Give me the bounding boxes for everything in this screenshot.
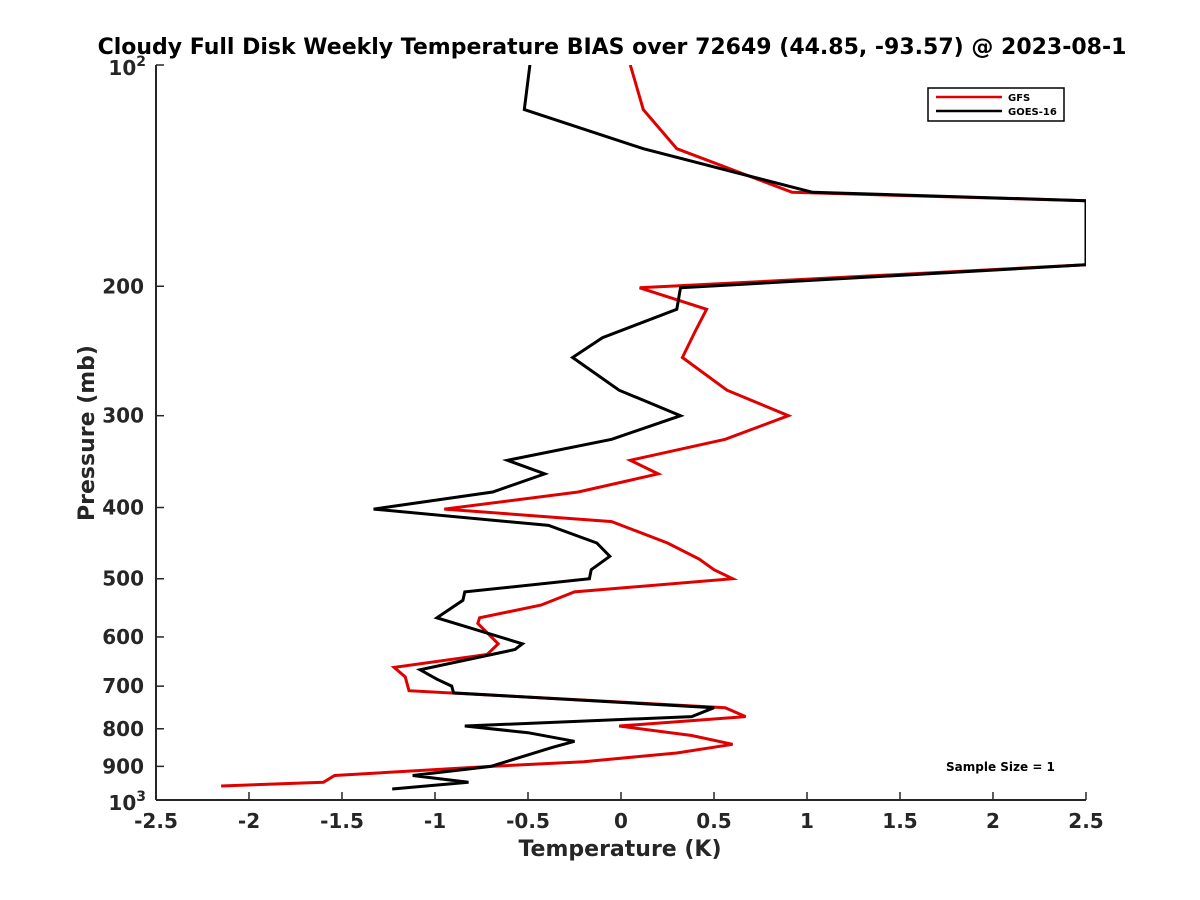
y-axis-label: Pressure (mb): [75, 345, 100, 521]
x-tick-label: 0: [614, 809, 628, 833]
legend-label-goes16: GOES-16: [1008, 107, 1057, 118]
y-tick-label: 700: [102, 674, 144, 698]
plot-background: [156, 65, 1086, 800]
legend-box: [927, 87, 1065, 122]
chart-title: Cloudy Full Disk Weekly Temperature BIAS…: [98, 35, 1127, 60]
x-tick-label: 2: [986, 809, 1000, 833]
x-tick-label: -1.5: [320, 809, 364, 833]
y-tick-label: 400: [102, 496, 144, 520]
y-tick-exponent: 3: [136, 789, 146, 805]
legend-label-gfs: GFS: [1008, 93, 1030, 104]
y-tick-label: 600: [102, 625, 144, 649]
x-axis-ticks: -2.5 -2 -1.5 -1 -0.5 0 0.5 1 1.5 2 2.5: [134, 792, 1104, 833]
y-tick-label: 200: [102, 274, 144, 298]
x-tick-label: -0.5: [506, 809, 550, 833]
x-tick-label: 1.5: [882, 809, 917, 833]
x-tick-label: -2: [238, 809, 260, 833]
y-tick-label-power: 103: [108, 789, 146, 815]
legend: GFS GOES-16: [927, 87, 1065, 122]
sample-size-annotation: Sample Size = 1: [946, 760, 1055, 774]
y-tick-label: 300: [102, 404, 144, 428]
x-axis-label: Temperature (K): [518, 837, 721, 862]
series-line-goes16: [373, 65, 1086, 791]
y-tick-label: 500: [102, 567, 144, 591]
y-tick-label: 800: [102, 717, 144, 741]
x-tick-label: -2.5: [134, 809, 178, 833]
x-tick-label: 1: [800, 809, 814, 833]
y-tick-exponent: 2: [136, 54, 146, 70]
x-tick-label: -1: [424, 809, 446, 833]
y-tick-label: 900: [102, 754, 144, 778]
series-line-gfs: [221, 65, 1086, 788]
series-layer: [221, 65, 1086, 791]
y-tick-label-power: 102: [108, 54, 146, 80]
x-tick-label: 0.5: [696, 809, 731, 833]
y-tick-base: 10: [108, 56, 136, 80]
y-tick-base: 10: [108, 791, 136, 815]
x-tick-label: 2.5: [1068, 809, 1103, 833]
